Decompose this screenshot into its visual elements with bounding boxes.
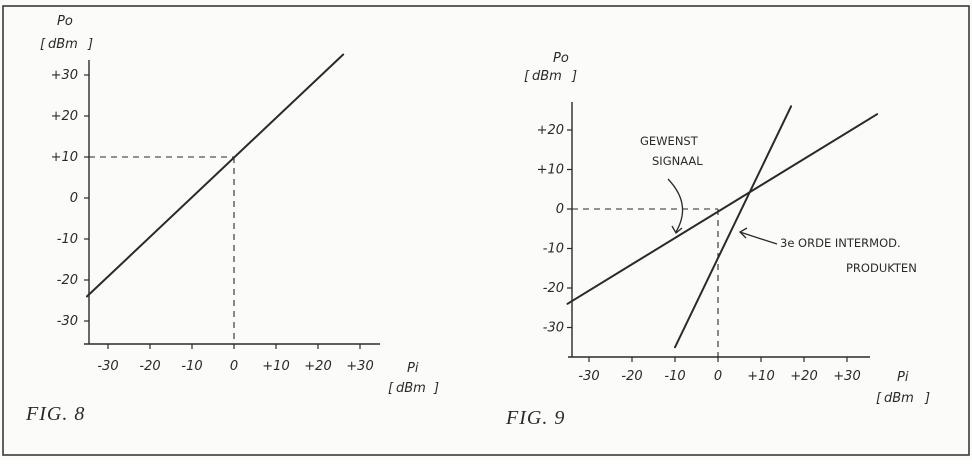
fig8-xlabel: Pi xyxy=(407,361,419,376)
fig9-y-tick-label: -20 xyxy=(543,281,564,296)
fig9-y-tick-label: -30 xyxy=(543,321,564,336)
fig8-ylabel: Po xyxy=(57,14,73,29)
fig9-x-tick-label: -20 xyxy=(621,369,642,384)
fig8-y-tick-label: +10 xyxy=(51,150,78,165)
fig9-x-tick-label: +10 xyxy=(747,369,774,384)
fig9-y-tick-label: -10 xyxy=(543,242,564,257)
fig8-yunit: dBm xyxy=(48,37,78,52)
fig8-xunit-open: [ xyxy=(388,381,394,396)
fig9-yunit-open: [ xyxy=(524,69,530,84)
fig8-x-tick-label: -30 xyxy=(97,359,118,374)
fig8-y-tick-label: -10 xyxy=(57,232,78,247)
fig9-xlabel: Pi xyxy=(897,370,909,385)
fig9-annotation-imd-arrowhead xyxy=(738,227,748,239)
fig8-plot: +30 +20 +10 0 -10 -20 -30 -30 -20 -10 0 +10 +20 +30 xyxy=(51,53,380,374)
fig9-xunit-open: [ xyxy=(876,391,882,406)
fig9-x-tick-label: -10 xyxy=(664,369,685,384)
fig8: Po [ dBm ] Pi [ dBm ] FIG. 8 xyxy=(25,14,439,425)
fig9-annotation-wanted-arrow xyxy=(667,178,684,233)
fig8-x-tick-label: -10 xyxy=(181,359,202,374)
fig9-x-tick-label: +30 xyxy=(833,369,860,384)
fig8-series-1 xyxy=(86,53,345,298)
fig8-caption: FIG. 8 xyxy=(25,403,85,425)
fig9-annotation-imd-line2: PRODUKTEN xyxy=(846,261,917,275)
fig8-y-tick-label: +30 xyxy=(51,68,78,83)
fig8-xunit: dBm xyxy=(396,381,426,396)
fig8-x-tick-label: -20 xyxy=(139,359,160,374)
fig8-yunit-open: [ xyxy=(40,37,46,52)
fig8-x-tick-label: +30 xyxy=(346,359,373,374)
fig9-xunit: dBm xyxy=(884,391,914,406)
fig8-xunit-close: ] xyxy=(433,381,439,396)
fig9-ylabel: Po xyxy=(553,51,569,66)
fig9-plot: +20 +10 0 -10 -20 -30 -30 -20 -10 0 +10 +20 +30 xyxy=(537,102,879,384)
fig9-series-2 xyxy=(674,105,793,349)
fig9-annotation-wanted-arrowhead xyxy=(671,225,683,234)
fig9-annotation-imd-arrow xyxy=(739,231,778,245)
fig9-yunit: dBm xyxy=(532,69,562,84)
fig8-x-tick-label: +10 xyxy=(262,359,289,374)
fig8-yunit-close: ] xyxy=(87,37,93,52)
fig9-y-tick-label: +10 xyxy=(537,163,564,178)
fig9-series-1 xyxy=(566,113,879,305)
fig8-y-tick-label: -30 xyxy=(57,314,78,329)
fig8-y-tick-label: -20 xyxy=(57,273,78,288)
fig9-x-tick-label: 0 xyxy=(714,369,722,384)
figure-border xyxy=(2,5,970,456)
fig9-yunit-close: ] xyxy=(571,69,577,84)
fig9-caption: FIG. 9 xyxy=(505,407,565,429)
fig9-x-tick-label: -30 xyxy=(578,369,599,384)
fig8-y-tick-label: +20 xyxy=(51,109,78,124)
fig8-y-tick-label: 0 xyxy=(70,191,78,206)
fig8-x-tick-label: 0 xyxy=(230,359,238,374)
fig9-annotation-imd-line1: 3e ORDE INTERMOD. xyxy=(780,236,901,250)
fig8-x-tick-label: +20 xyxy=(304,359,331,374)
fig9-annotation-wanted-line1: GEWENST xyxy=(640,134,699,148)
fig9-y-tick-label: +20 xyxy=(537,123,564,138)
fig9-xunit-close: ] xyxy=(924,391,930,406)
fig9-y-tick-label: 0 xyxy=(556,202,564,217)
fig9-annotation-wanted-line2: SIGNAAL xyxy=(652,154,703,168)
fig9: Po [ dBm ] Pi [ dBm ] FIG. 9 GEWENST SIG… xyxy=(505,51,930,429)
fig9-x-tick-label: +20 xyxy=(790,369,817,384)
